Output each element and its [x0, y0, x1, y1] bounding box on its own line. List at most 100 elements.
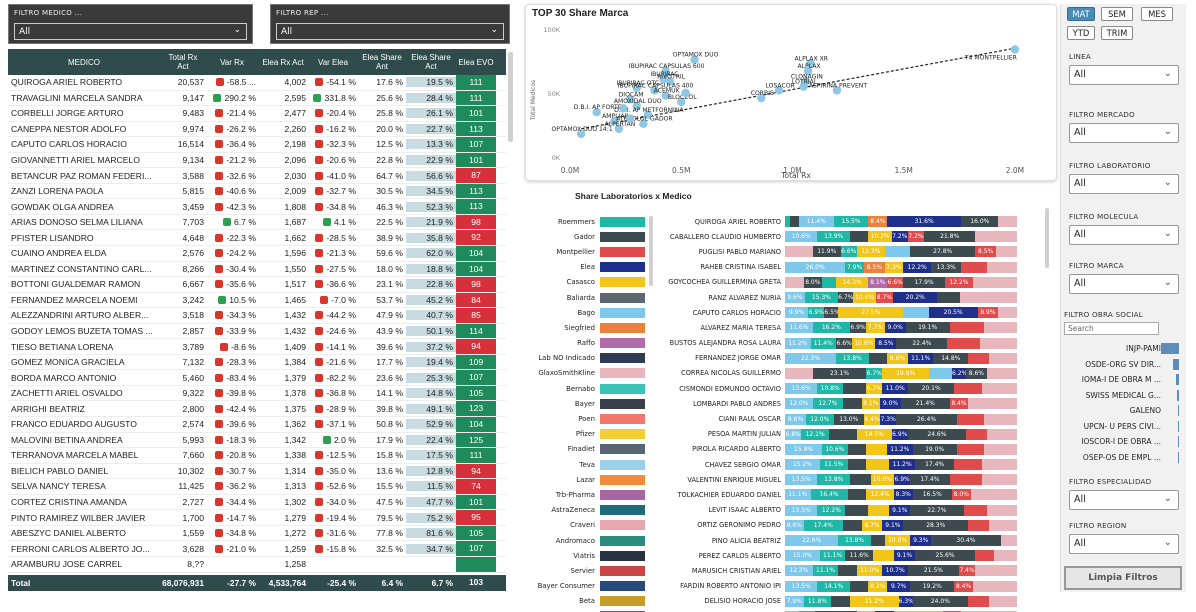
bar-segment[interactable]: 11.8%	[803, 595, 832, 607]
filtro-rep-dropdown[interactable]: FILTRO REP ... All ⌄	[270, 4, 510, 44]
bar-segment[interactable]: 8.3%	[894, 489, 913, 501]
marca-select[interactable]: All ⌄	[1069, 274, 1179, 294]
bar-segment[interactable]: 22.3%	[785, 352, 837, 364]
bar-segment[interactable]: 7.7%	[856, 610, 876, 612]
bar-segment[interactable]: 6.2%	[952, 367, 966, 379]
legend-item[interactable]: Siegfried	[525, 320, 645, 335]
bar-segment[interactable]: 12.0%	[785, 398, 813, 410]
legend-item[interactable]: Bayer	[525, 396, 645, 411]
obra-social-item[interactable]: GALENO	[1061, 403, 1187, 419]
molecula-select[interactable]: All ⌄	[1069, 225, 1179, 245]
bar-segment[interactable]: 6.1%	[785, 610, 799, 612]
stacked-bar[interactable]: 6.8% 12.1% 14.5% 6.9% 24.6%	[785, 428, 1017, 440]
bar-segment[interactable]	[986, 367, 1017, 379]
bar-segment[interactable]	[956, 443, 985, 455]
table-row[interactable]: FERNANDEZ MARCELA NOEMI 3,242 10.5 % 1,465 -…	[8, 292, 506, 309]
bar-segment[interactable]: 16.4%	[810, 489, 848, 501]
bar-segment[interactable]	[954, 383, 983, 395]
legend-item[interactable]: Lab NO Indicado	[525, 351, 645, 366]
bar-segment[interactable]: 6.4%	[863, 413, 881, 425]
stacked-bar[interactable]: 13.6% 10.8% 6.7% 11.0% 20.1%	[785, 383, 1017, 395]
bar-segment[interactable]	[996, 246, 1017, 258]
bar-segment[interactable]	[998, 216, 1017, 228]
obra-social-search[interactable]: Search	[1064, 322, 1159, 335]
bar-segment[interactable]	[970, 489, 1017, 501]
filtro-rep-select[interactable]: All ⌄	[276, 23, 504, 40]
table-row[interactable]: ABESZYC DANIEL ALBERTO 1,559 -34.8 % 1,272 -…	[8, 525, 506, 542]
table-row[interactable]: TIESO BETIANA LORENA 3,789 -8.6 % 1,409 -14.…	[8, 339, 506, 355]
table-row[interactable]: BORDA MARCO ANTONIO 5,460 -83.4 % 1,379 -82.…	[8, 370, 506, 386]
bar-segment[interactable]	[984, 322, 1017, 334]
bar-segment[interactable]: 15.9%	[785, 443, 823, 455]
bar-segment[interactable]: 8.6%	[887, 352, 908, 364]
bar-segment[interactable]: 11.5%	[819, 459, 848, 471]
table-scrollbar[interactable]	[508, 52, 513, 142]
bar-segment[interactable]	[873, 550, 895, 562]
bar-segment[interactable]	[866, 443, 888, 455]
bar-segment[interactable]: 11.0%	[882, 383, 908, 395]
legend-item[interactable]: Beta	[525, 594, 645, 609]
legend-item[interactable]: Bernabo	[525, 381, 645, 396]
bar-segment[interactable]: 8.0%	[951, 489, 971, 501]
bar-segment[interactable]: 8.5%	[875, 337, 897, 349]
bar-segment[interactable]	[959, 292, 1017, 304]
bars-scrollbar[interactable]	[1045, 208, 1049, 268]
bar-segment[interactable]	[868, 352, 888, 364]
col-elea-share-act[interactable]: Elea Share Act	[411, 53, 451, 71]
bar-segment[interactable]: 14.3%	[836, 276, 869, 288]
bar-segment[interactable]: 7.2%	[891, 231, 908, 243]
bar-segment[interactable]: 17.9%	[903, 276, 945, 288]
bar-segment[interactable]: 12.4%	[866, 489, 894, 501]
legend-scrollbar[interactable]	[649, 216, 653, 286]
especialidad-select[interactable]: All ⌄	[1069, 490, 1179, 510]
bar-segment[interactable]: 10.8%	[817, 383, 843, 395]
bar-segment[interactable]: 10.2%	[868, 231, 892, 243]
table-row[interactable]: GOWDAK OLGA ANDREA 3,459 -42.3 % 1,808 -34.8…	[8, 199, 506, 215]
bar-segment[interactable]	[975, 550, 994, 562]
bar-segment[interactable]: 14.8%	[933, 352, 969, 364]
bar-segment[interactable]	[968, 595, 990, 607]
bar-segment[interactable]: 6.9%	[849, 322, 867, 334]
bar-segment[interactable]: 6.7%	[866, 383, 883, 395]
bar-segment[interactable]: 7.3%	[884, 261, 904, 273]
bar-segment[interactable]: 10.0%	[870, 474, 894, 486]
period-trim-button[interactable]: TRIM	[1101, 26, 1133, 40]
bar-segment[interactable]: 22.6%	[785, 535, 839, 547]
bar-segment[interactable]	[986, 428, 1017, 440]
bar-segment[interactable]	[829, 428, 857, 440]
table-row[interactable]: BETANCUR PAZ ROMAN FEDERI... 3,588 -32.6 %…	[8, 168, 506, 184]
bar-segment[interactable]: 21.4%	[900, 398, 950, 410]
table-row[interactable]: ZACHETTI ARIEL OSVALDO 9,322 -39.8 % 1,378 -…	[8, 385, 506, 402]
bar-segment[interactable]	[842, 383, 867, 395]
laboratorio-select[interactable]: All ⌄	[1069, 174, 1179, 194]
bar-segment[interactable]: 8.6%	[785, 519, 804, 531]
bar-segment[interactable]	[956, 413, 985, 425]
bar-segment[interactable]: 27.8%	[910, 246, 976, 258]
bar-segment[interactable]: 9.1%	[889, 504, 911, 516]
bar-segment[interactable]	[785, 246, 813, 258]
bar-segment[interactable]	[989, 595, 1017, 607]
obra-social-item[interactable]: IOSCOR-I DE OBRA ...	[1061, 434, 1187, 450]
legend-item[interactable]: Finadiet	[525, 442, 645, 457]
bar-segment[interactable]	[982, 459, 1017, 471]
table-row[interactable]: ZANZI LORENA PAOLA 5,815 -40.6 % 2,009 -32.7…	[8, 183, 506, 200]
bar-segment[interactable]: 19.0%	[912, 443, 957, 455]
stacked-bar[interactable]: 9.6% 15.3% 6.7% 10.4% 8.7% 20.2%	[785, 292, 1017, 304]
bar-segment[interactable]: 6.6%	[887, 276, 904, 288]
period-sem-button[interactable]: SEM	[1101, 7, 1133, 21]
table-row[interactable]: MARTINEZ CONSTANTINO CARL... 8,266 -30.4 %…	[8, 261, 506, 278]
table-row[interactable]: CANEPPA NESTOR ADOLFO 9,974 -26.2 % 2,260 -1…	[8, 121, 506, 138]
bar-segment[interactable]: 21.8%	[924, 231, 976, 243]
bar-segment[interactable]	[954, 459, 983, 471]
stacked-bar[interactable]: 8.6% 12.0% 13.0% 6.4% 7.3% 26.4%	[785, 413, 1017, 425]
stacked-bar[interactable]: 11.1% 16.4% 12.4% 8.3% 16.5% 8.0%	[785, 489, 1017, 501]
bar-segment[interactable]: 15.0%	[785, 550, 820, 562]
bar-segment[interactable]: 6.9%	[894, 474, 911, 486]
bar-segment[interactable]: 8.9%	[977, 307, 999, 319]
bar-segment[interactable]	[989, 352, 1017, 364]
bar-segment[interactable]: 6.3%	[898, 595, 913, 607]
bar-segment[interactable]: 26.4%	[896, 413, 957, 425]
bar-segment[interactable]: 11.4%	[810, 337, 837, 349]
bar-segment[interactable]	[842, 519, 862, 531]
col-medico[interactable]: MEDICO	[68, 57, 100, 67]
